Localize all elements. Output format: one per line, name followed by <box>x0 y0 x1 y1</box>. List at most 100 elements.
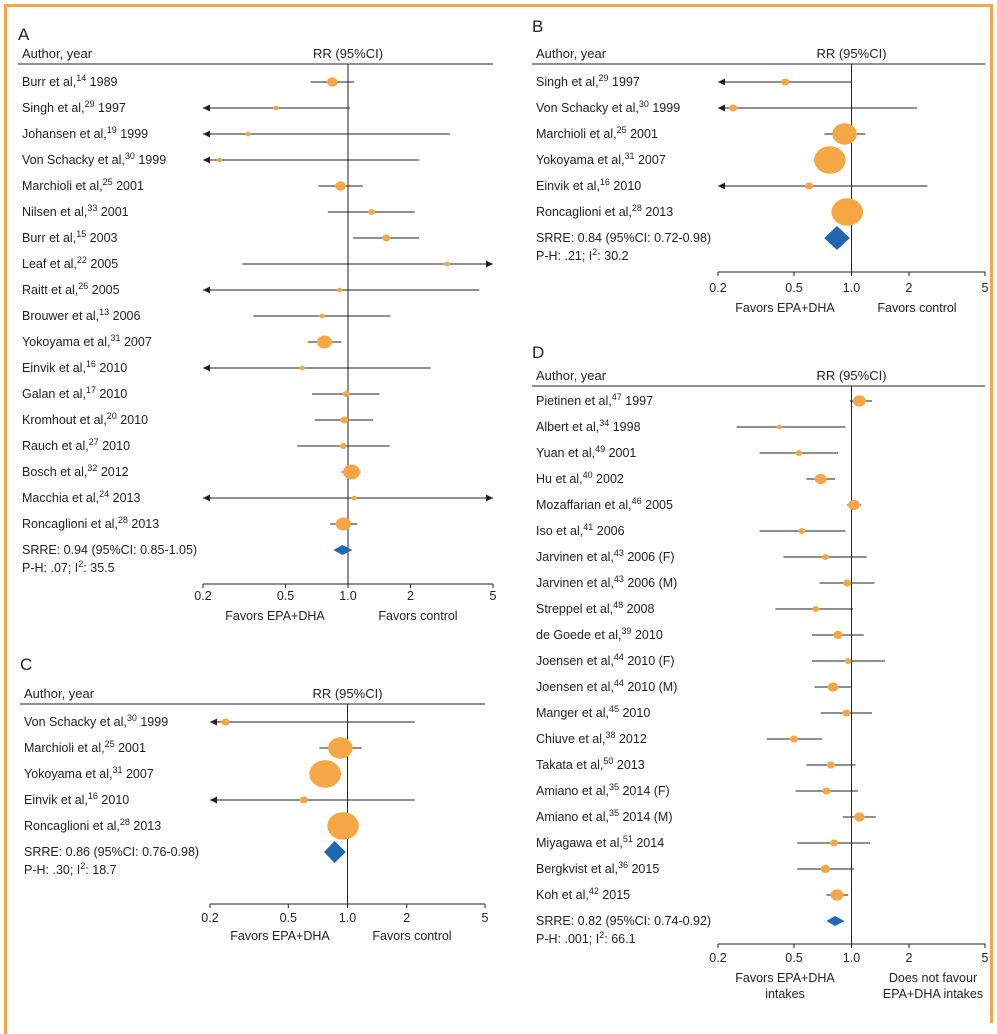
study-label: Galan et al,17 2010 <box>22 385 127 401</box>
study-row: Miyagawa et al,51 2014 <box>536 834 871 850</box>
study-row: Yokoyama et al,31 2007 <box>22 333 342 349</box>
point-estimate <box>328 737 353 759</box>
x-tick-label: 1.0 <box>843 281 860 295</box>
ci-arrow-left <box>203 156 210 164</box>
study-label: Kromhout et al,20 2010 <box>22 411 148 427</box>
study-label: Brouwer et al,13 2006 <box>22 307 140 323</box>
point-estimate <box>789 735 799 743</box>
x-tick-label: 1.0 <box>339 589 356 603</box>
study-label: Leaf et al,22 2005 <box>22 255 118 271</box>
panel-d: D Author, year RR (95%CI) Pietinen et al,47… <box>532 343 989 1001</box>
favors-right-label: Favors control <box>372 929 451 943</box>
study-row: Burr et al,14 1989 <box>22 73 355 89</box>
study-row: Amiano et al,35 2014 (M) <box>536 808 876 824</box>
x-tick-label: 2 <box>906 281 913 295</box>
study-label: Manger et al,45 2010 <box>536 704 650 720</box>
x-tick-label: 1.0 <box>843 951 860 965</box>
x-tick-label: 2 <box>403 911 410 925</box>
point-estimate <box>335 181 346 191</box>
study-row: Streppel et al,48 2008 <box>536 600 854 616</box>
study-label: Yokoyama et al,31 2007 <box>22 333 152 349</box>
study-row: Roncaglioni et al,28 2013 <box>22 515 358 531</box>
point-estimate <box>221 718 230 726</box>
summary-estimate: SRRE: 0.94 (95%CI: 0.85-1.05) <box>22 543 197 557</box>
study-label: Streppel et al,48 2008 <box>536 600 654 616</box>
study-row: Mozaffarian et al,46 2005 <box>536 496 861 512</box>
study-row: Chiuve et al,38 2012 <box>536 730 822 746</box>
ci-arrow-right <box>486 494 493 502</box>
point-estimate <box>343 464 361 480</box>
study-row: Marchioli et al,25 2001 <box>24 737 362 759</box>
point-estimate <box>309 760 341 788</box>
study-label: Jarvinen et al,43 2006 (F) <box>536 548 675 564</box>
study-row: Einvik et al,16 2010 <box>24 791 415 807</box>
ci-arrow-left <box>210 796 217 804</box>
study-row: Manger et al,45 2010 <box>536 704 872 720</box>
study-label: Burr et al,15 2003 <box>22 229 118 245</box>
panel-letter: A <box>18 25 30 44</box>
heterogeneity: P-H: .30; I2: 18.7 <box>24 861 117 877</box>
point-estimate <box>273 105 279 111</box>
point-estimate <box>368 209 376 215</box>
point-estimate <box>327 812 359 840</box>
panel-letter: B <box>532 17 543 36</box>
x-tick-label: 5 <box>482 911 489 925</box>
heterogeneity: P-H: .001; I2: 66.1 <box>536 930 636 946</box>
point-estimate <box>342 391 350 397</box>
point-estimate <box>216 157 223 163</box>
study-label: Hu et al,40 2002 <box>536 470 624 486</box>
point-estimate <box>316 335 332 349</box>
point-estimate <box>842 709 851 717</box>
heterogeneity: P-H: .07; I2: 35.5 <box>22 559 115 575</box>
point-estimate <box>798 528 806 534</box>
study-label: Koh et al,42 2015 <box>536 886 630 902</box>
study-label: Marchioli et al,25 2001 <box>24 739 146 755</box>
panel-b: B Author, year RR (95%CI) Singh et al,29 19… <box>532 17 989 315</box>
favors-right-label: Favors control <box>378 609 457 623</box>
panel-a: A Author, year RR (95%CI) Burr et al,14 198… <box>18 25 497 623</box>
point-estimate <box>812 606 820 612</box>
study-row: Marchioli et al,25 2001 <box>536 123 866 145</box>
column-header-author: Author, year <box>536 46 607 61</box>
study-row: Singh et al,29 1997 <box>22 99 350 115</box>
study-row: Marchioli et al,25 2001 <box>22 177 363 193</box>
favors-left-label: Favors EPA+DHA <box>735 971 835 985</box>
ci-arrow-left <box>203 494 210 502</box>
study-label: Roncaglioni et al,28 2013 <box>22 515 159 531</box>
point-estimate <box>833 630 843 640</box>
x-tick-label: 0.2 <box>709 281 726 295</box>
x-tick-label: 5 <box>982 281 989 295</box>
study-row: Leaf et al,22 2005 <box>22 255 493 271</box>
x-tick-label: 0.2 <box>194 589 211 603</box>
point-estimate <box>319 313 325 319</box>
study-row: Koh et al,42 2015 <box>536 886 849 902</box>
study-row: Von Schacky et al,30 1999 <box>24 713 415 729</box>
x-tick-label: 0.5 <box>280 911 297 925</box>
study-row: Nilsen et al,33 2001 <box>22 203 415 219</box>
study-row: Joensen et al,44 2010 (M) <box>536 678 852 694</box>
study-row: Kromhout et al,20 2010 <box>22 411 374 427</box>
study-row: Von Schacky et al,30 1999 <box>536 99 917 115</box>
point-estimate <box>831 198 864 226</box>
point-estimate <box>729 104 738 112</box>
point-estimate <box>830 889 844 901</box>
study-row: Yokoyama et al,31 2007 <box>536 146 846 174</box>
ci-arrow-left <box>203 130 210 138</box>
study-row: Von Schacky et al,30 1999 <box>22 151 420 167</box>
study-label: Von Schacky et al,30 1999 <box>536 99 680 115</box>
study-row: Burr et al,15 2003 <box>22 229 420 245</box>
column-header-author: Author, year <box>22 46 93 61</box>
x-tick-label: 0.5 <box>785 281 802 295</box>
study-row: Macchia et al,24 2013 <box>22 489 493 505</box>
ci-arrow-right <box>486 260 493 268</box>
x-tick-label: 0.5 <box>785 951 802 965</box>
x-tick-label: 2 <box>906 951 913 965</box>
point-estimate <box>382 234 391 242</box>
study-label: Marchioli et al,25 2001 <box>536 125 658 141</box>
study-label: Einvik et al,16 2010 <box>536 177 641 193</box>
point-estimate <box>795 450 803 456</box>
point-estimate <box>832 123 857 145</box>
point-estimate <box>820 864 831 874</box>
heterogeneity: P-H: .21; I2: 30.2 <box>536 247 629 263</box>
figure-frame <box>4 4 993 1034</box>
